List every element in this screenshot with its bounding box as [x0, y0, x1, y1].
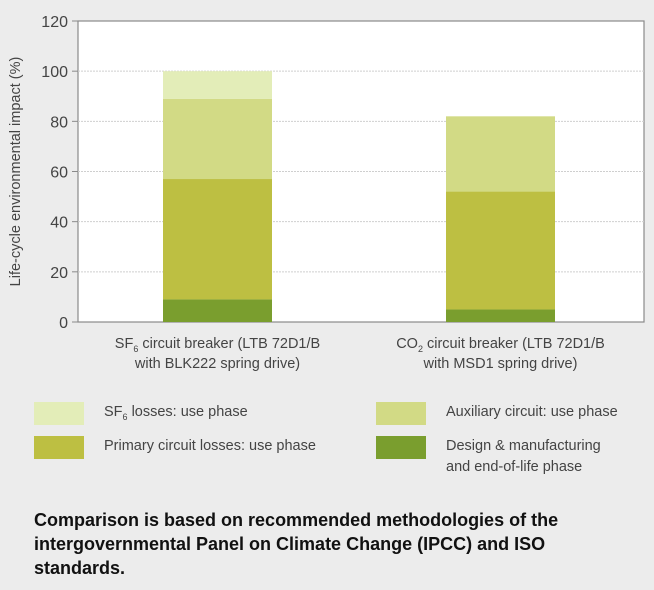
y-tick-label: 40: [50, 215, 68, 232]
legend-label: SF6 losses: use phase: [104, 404, 248, 422]
bar-segment: [446, 191, 555, 310]
bar-segment: [446, 116, 555, 192]
legend-swatch: [34, 436, 84, 459]
legend-label: Design & manufacturing and end-of-life ph…: [446, 438, 601, 475]
legend-item-primary: Primary circuit losses: use phase: [34, 436, 316, 459]
legend-swatch: [376, 402, 426, 425]
bar-segment: [163, 71, 272, 99]
legend-swatch: [34, 402, 84, 425]
x-tick-label: with MSD1 spring drive): [423, 356, 578, 372]
y-tick-label: 100: [41, 64, 68, 81]
x-tick-label: SF6 circuit breaker (LTB 72D1/B: [115, 336, 320, 354]
y-tick-label: 0: [59, 315, 68, 332]
x-tick-label: with BLK222 spring drive): [134, 356, 300, 372]
y-tick-label: 20: [50, 265, 68, 282]
bar-segment: [446, 309, 555, 322]
x-tick-label: CO2 circuit breaker (LTB 72D1/B: [396, 336, 605, 354]
legend-label: Primary circuit losses: use phase: [104, 438, 316, 454]
y-tick-label: 80: [50, 114, 68, 131]
legend-item-auxiliary: Auxiliary circuit: use phase: [376, 402, 618, 425]
y-tick-label: 60: [50, 165, 68, 182]
y-axis-label: Life-cycle environmental impact (%): [8, 57, 24, 287]
bar-segment: [163, 299, 272, 322]
footnote: Comparison is based on recommended metho…: [34, 510, 559, 578]
legend-item-sf6: SF6 losses: use phase: [34, 402, 248, 428]
legend-item-design: Design & manufacturing and end-of-life ph…: [376, 436, 601, 478]
bar-chart: 0 20 40 60 80 100 120 Life-cycle environmental …: [8, 14, 645, 372]
bar-segment: [163, 179, 272, 300]
legend-swatch: [376, 436, 426, 459]
y-tick-label: 120: [41, 14, 68, 31]
legend-label: Auxiliary circuit: use phase: [446, 404, 618, 420]
bar-segment: [163, 98, 272, 180]
